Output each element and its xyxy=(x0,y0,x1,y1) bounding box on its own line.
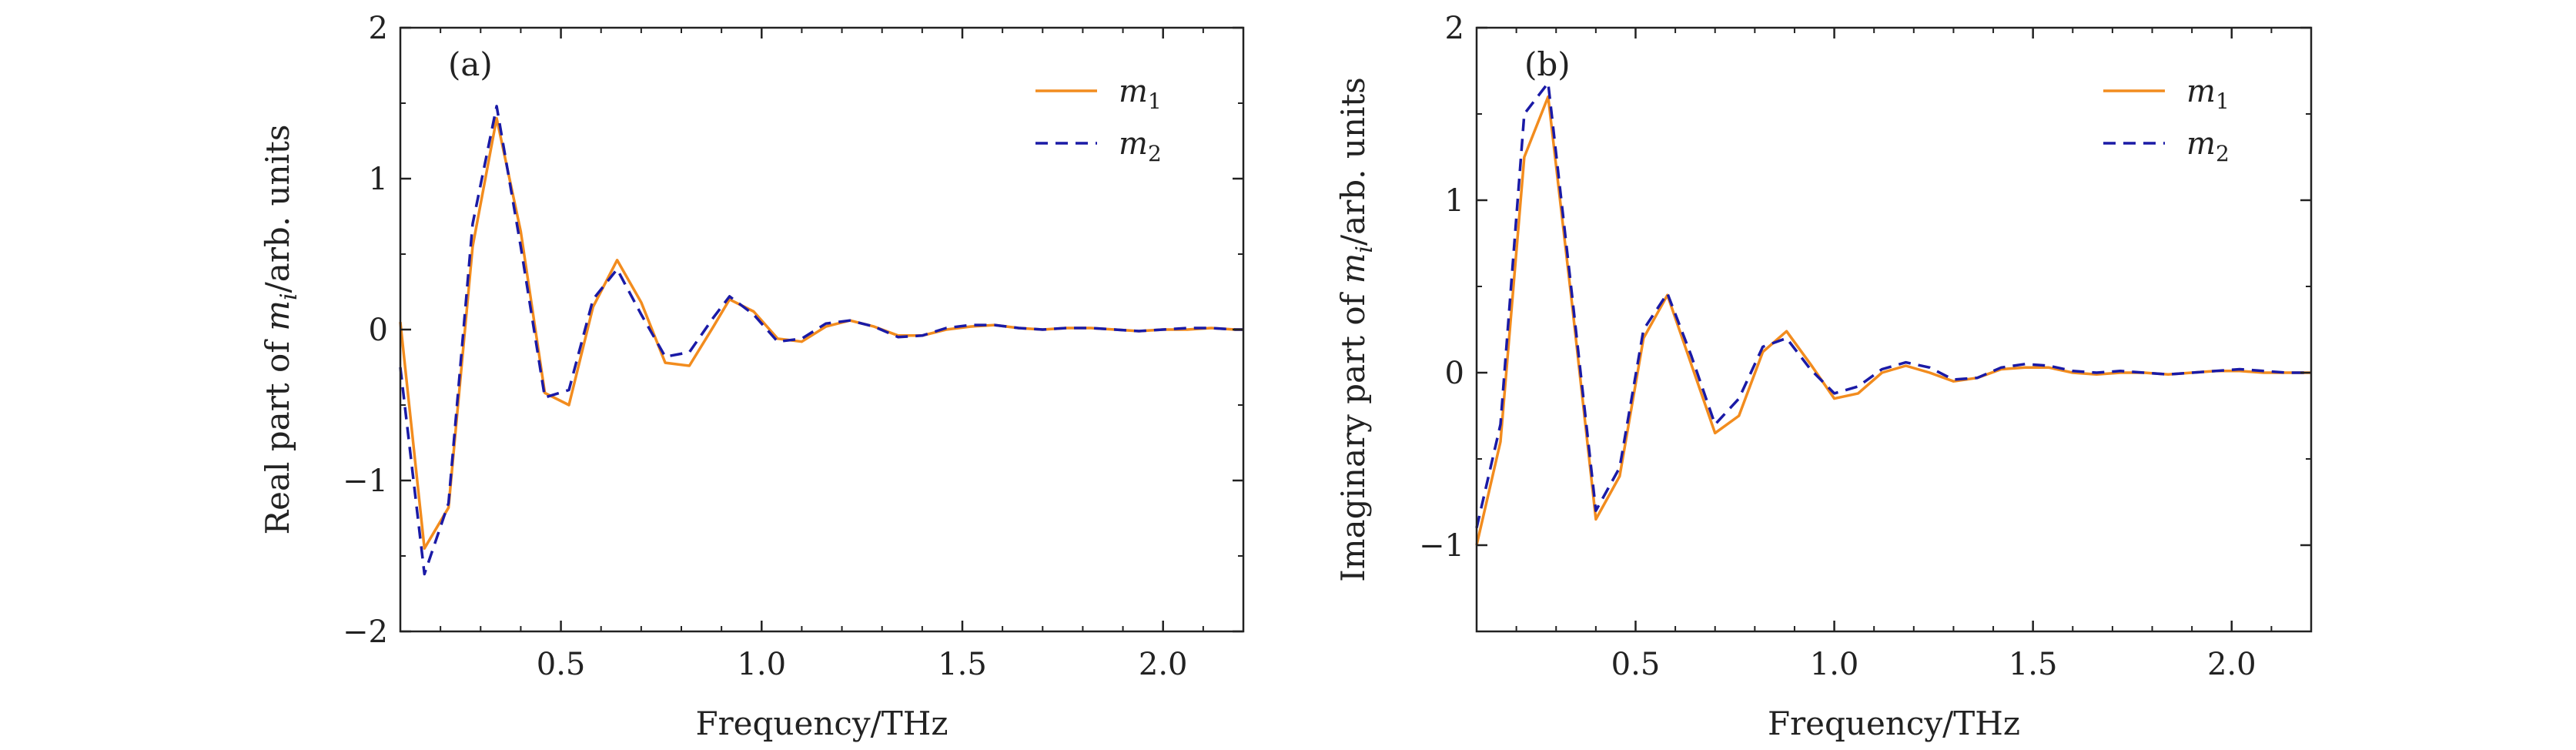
y-axis-label: Real part of mi/arb. units xyxy=(259,125,303,535)
y-tick-label: 2 xyxy=(369,11,388,46)
legend-label-m1: m1 xyxy=(2186,74,2230,114)
y-axis-label: Imaginary part of mi/arb. units xyxy=(1334,77,1378,582)
legend-label-m2: m2 xyxy=(1119,126,1162,166)
panel-label: (a) xyxy=(448,45,493,83)
x-axis-label: Frequency/THz xyxy=(695,705,948,742)
x-tick-label: 0.5 xyxy=(537,647,586,682)
legend-label-m2: m2 xyxy=(2186,126,2230,166)
legend-var: m xyxy=(2186,74,2216,109)
series-line-m2 xyxy=(1475,81,2311,528)
legend-sub: 1 xyxy=(2216,89,2230,114)
panel-a-real-part: 0.5 1.0 1.5 2.0 −2 −1 0 1 2 Frequency/THz Real par… xyxy=(259,11,1245,742)
x-tick-label: 1.0 xyxy=(1810,647,1859,682)
y-tick-label: −1 xyxy=(1419,528,1464,564)
x-tick-label: 0.5 xyxy=(1611,647,1661,682)
legend-var: m xyxy=(1119,126,1148,162)
y-axis-label-var: m xyxy=(259,300,296,331)
y-tick-label: 1 xyxy=(1445,183,1464,219)
x-tick-label: 1.5 xyxy=(2009,647,2058,682)
legend-var: m xyxy=(1119,74,1148,109)
legend-var: m xyxy=(2186,126,2216,162)
series-line-m1 xyxy=(1475,95,2311,546)
y-axis-label-unit: /arb. units xyxy=(259,125,296,293)
plot-frame xyxy=(1475,26,2313,633)
y-axis-label-text: Imaginary part of xyxy=(1334,283,1372,581)
y-tick-label: 2 xyxy=(1445,11,1464,46)
legend-sub: 2 xyxy=(1148,141,1162,166)
x-axis-label: Frequency/THz xyxy=(1768,705,2020,742)
x-tick-label: 2.0 xyxy=(1139,647,1188,682)
x-tick-label: 1.0 xyxy=(737,647,786,682)
x-tick-label: 2.0 xyxy=(2207,647,2257,682)
y-axis-label-sub: i xyxy=(1351,246,1378,253)
panel-label: (b) xyxy=(1524,45,1571,83)
legend-sub: 2 xyxy=(2216,141,2230,166)
y-tick-label: −2 xyxy=(343,614,388,650)
legend-label-m1: m1 xyxy=(1119,74,1162,114)
y-tick-label: −1 xyxy=(343,464,388,499)
y-axis-label-unit: /arb. units xyxy=(1334,77,1372,246)
legend-sub: 1 xyxy=(1148,89,1162,114)
y-axis-label-text: Real part of xyxy=(259,331,296,535)
x-tick-label: 1.5 xyxy=(938,647,987,682)
y-tick-label: 0 xyxy=(1445,356,1464,391)
y-axis-label-sub: i xyxy=(276,293,303,300)
y-tick-label: 0 xyxy=(369,313,388,348)
panel-b-imaginary-part: 0.5 1.0 1.5 2.0 −1 0 1 2 Frequency/THz Imaginary … xyxy=(1334,11,2313,742)
y-tick-label: 1 xyxy=(369,162,388,197)
y-axis-label-var: m xyxy=(1334,253,1372,284)
series-line-m1 xyxy=(399,116,1243,550)
series-line-m2 xyxy=(399,105,1243,576)
